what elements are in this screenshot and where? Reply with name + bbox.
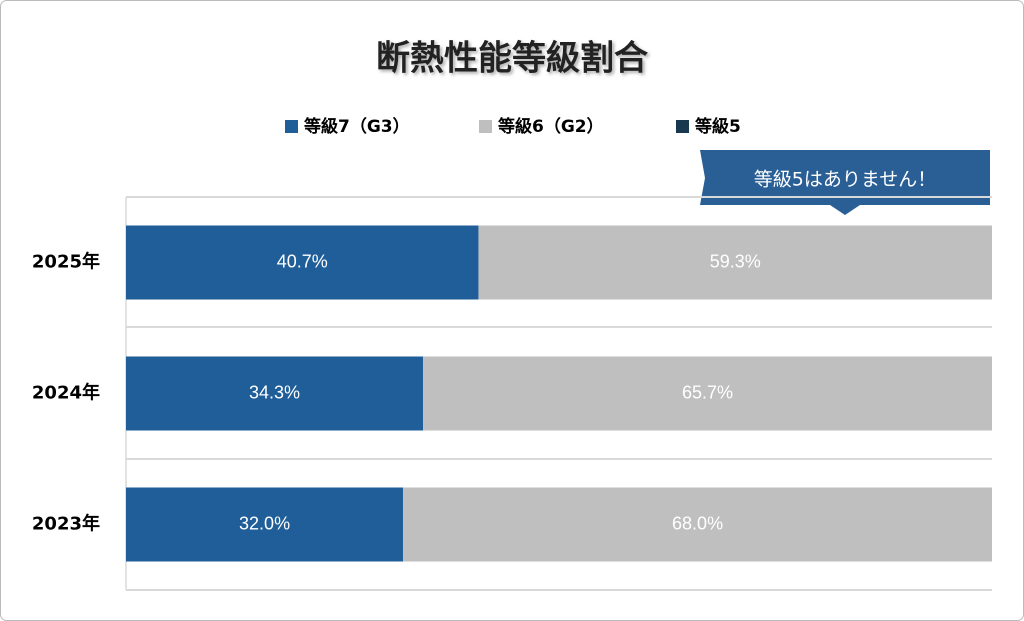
bar-segment — [423, 356, 993, 431]
value-label: 34.3% — [249, 382, 300, 402]
callout-shape — [700, 150, 990, 215]
legend-swatch — [676, 120, 689, 133]
separators — [126, 196, 992, 591]
bar-segment — [403, 487, 992, 562]
bar-segment — [126, 225, 479, 300]
legend-label: 等級5 — [695, 116, 741, 137]
bar-segment — [126, 487, 404, 562]
legend-label: 等級6（G2） — [498, 116, 604, 137]
callout: 等級5はありません！ — [700, 150, 990, 215]
annotation: 等級5はありません！ — [754, 169, 937, 191]
value-label: 68.0% — [672, 513, 723, 533]
bar-segment — [478, 225, 992, 300]
bar-segment — [126, 356, 424, 431]
category-label: 2024年 — [32, 382, 100, 404]
legend-label: 等級7（G3） — [304, 116, 410, 137]
legend-swatch — [285, 120, 298, 133]
value-label: 59.3% — [710, 251, 761, 271]
chart-title: 断熱性能等級割合 — [376, 39, 648, 79]
legend-swatch — [479, 120, 492, 133]
category-label: 2025年 — [32, 251, 100, 273]
value-label: 65.7% — [682, 382, 733, 402]
category-label: 2023年 — [32, 513, 100, 535]
value-label: 40.7% — [277, 251, 328, 271]
value-label: 32.0% — [239, 513, 290, 533]
